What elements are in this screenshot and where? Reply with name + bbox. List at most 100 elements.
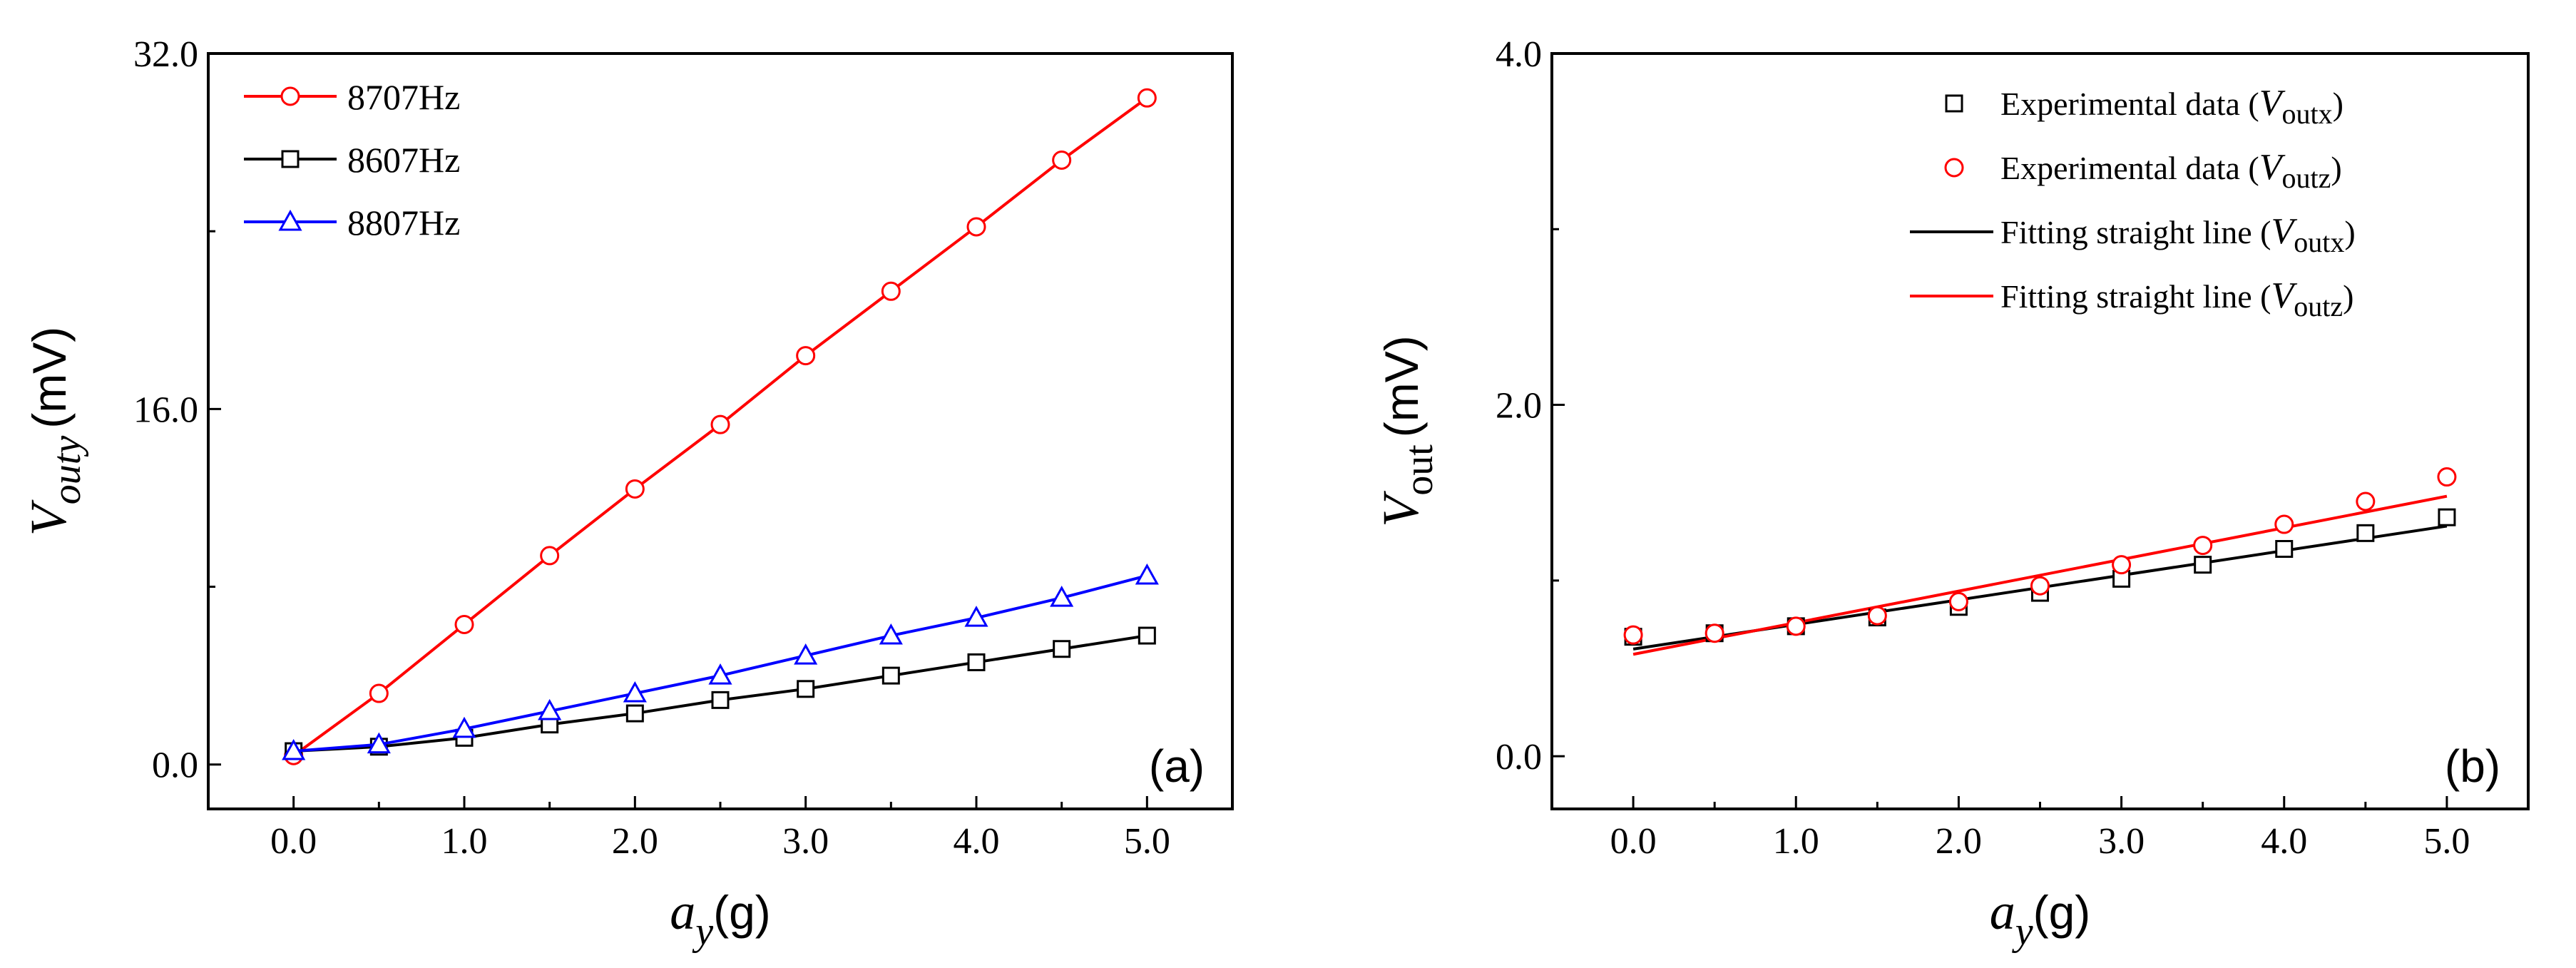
y-axis-subscript-b: out bbox=[1397, 444, 1441, 496]
data-point bbox=[623, 681, 647, 703]
data-point bbox=[964, 606, 988, 627]
data-point bbox=[1138, 626, 1156, 645]
data-point bbox=[454, 614, 474, 634]
y-axis-title-b: Vout (mV) bbox=[1372, 335, 1441, 527]
series-line bbox=[293, 574, 1148, 753]
data-point bbox=[1704, 623, 1724, 643]
data-point bbox=[2275, 540, 2294, 559]
chart-panel-b: 0.0 1.0 2.0 3.0 4.0 5.0 0.0 2.0 4.0 Experimental… bbox=[1372, 34, 2530, 954]
x-tick-label-b: 1.0 bbox=[1773, 821, 1819, 862]
legend-label: Fitting straight line (Voutx) bbox=[2000, 211, 2356, 258]
legend-label: Experimental data (Voutz) bbox=[2000, 147, 2342, 194]
data-point bbox=[625, 704, 644, 723]
legend-label: 8707Hz bbox=[347, 77, 460, 117]
y-axis-symbol-a: V bbox=[20, 499, 77, 536]
x-tick-label-b: 4.0 bbox=[2261, 821, 2307, 862]
y-axis-subscript-a: outy bbox=[45, 436, 89, 505]
data-point bbox=[797, 680, 815, 698]
data-point bbox=[2437, 467, 2457, 487]
x-axis-title-a: ay(g) bbox=[670, 883, 771, 954]
y-tick-label-a: 16.0 bbox=[133, 389, 198, 430]
data-point bbox=[1623, 625, 1643, 645]
panel-label-a: (a) bbox=[1149, 740, 1205, 792]
data-point bbox=[2112, 555, 2132, 575]
data-point bbox=[282, 738, 306, 760]
x-axis-subscript-b: y bbox=[2012, 910, 2033, 954]
x-axis-unit-b: (g) bbox=[2033, 886, 2091, 939]
y-axis-unit-a: (mV) bbox=[23, 327, 76, 429]
x-tick-label-b: 5.0 bbox=[2423, 821, 2470, 862]
data-point bbox=[369, 683, 389, 703]
legend-label: Fitting straight line (Voutz) bbox=[2000, 275, 2353, 322]
fit-line bbox=[1632, 494, 2448, 656]
data-point bbox=[881, 666, 900, 685]
data-point bbox=[2356, 491, 2376, 511]
legend-marker bbox=[280, 86, 300, 106]
data-point bbox=[1867, 606, 1887, 626]
data-point bbox=[1053, 640, 1071, 658]
series-a bbox=[282, 88, 1159, 765]
x-tick-label-a: 5.0 bbox=[1124, 821, 1170, 862]
x-tick-label-b: 3.0 bbox=[2098, 821, 2145, 862]
y-tick-label-b: 4.0 bbox=[1496, 34, 1542, 75]
data-point bbox=[2438, 508, 2456, 526]
x-axis-unit-a: (g) bbox=[713, 886, 771, 939]
data-point bbox=[367, 732, 391, 754]
ticks-b: 0.0 1.0 2.0 3.0 4.0 5.0 0.0 2.0 4.0 bbox=[1496, 34, 2530, 862]
legend-label: Experimental data (Voutx) bbox=[2000, 83, 2344, 130]
data-point bbox=[538, 698, 562, 720]
legend-label: 8807Hz bbox=[347, 203, 460, 243]
y-axis-unit-b: (mV) bbox=[1375, 335, 1428, 437]
data-point bbox=[794, 643, 818, 665]
data-point bbox=[796, 346, 816, 366]
chart-panel-a: 0.0 1.0 2.0 3.0 4.0 5.0 0.0 16.0 32.0 8707Hz 8607… bbox=[20, 34, 1234, 954]
data-point bbox=[1786, 616, 1806, 636]
data-point bbox=[1052, 151, 1072, 170]
data-point bbox=[967, 653, 986, 671]
ticks-a: 0.0 1.0 2.0 3.0 4.0 5.0 0.0 16.0 32.0 bbox=[133, 34, 1234, 862]
x-tick-label-a: 2.0 bbox=[612, 821, 658, 862]
legend-marker bbox=[1945, 94, 1963, 113]
panel-label-b: (b) bbox=[2445, 740, 2500, 792]
y-tick-label-a: 32.0 bbox=[133, 34, 198, 75]
data-point bbox=[2193, 536, 2213, 556]
x-axis-title-b: ay(g) bbox=[1990, 883, 2091, 954]
x-tick-label-a: 0.0 bbox=[270, 821, 317, 862]
legend-label: 8607Hz bbox=[347, 140, 460, 180]
data-point bbox=[625, 479, 645, 499]
x-axis-symbol-a: a bbox=[670, 883, 695, 940]
data-point bbox=[966, 217, 986, 237]
x-tick-label-a: 1.0 bbox=[441, 821, 488, 862]
y-tick-label-a: 0.0 bbox=[152, 745, 198, 786]
data-point bbox=[2274, 514, 2294, 534]
data-point bbox=[452, 716, 476, 738]
legend-b: Experimental data (Voutx) Experimental da… bbox=[1910, 83, 2356, 322]
legend-marker bbox=[281, 150, 300, 168]
x-tick-label-a: 3.0 bbox=[782, 821, 829, 862]
data-point bbox=[1948, 591, 1968, 611]
series-b bbox=[1623, 467, 2457, 656]
x-tick-label-a: 4.0 bbox=[954, 821, 1000, 862]
y-tick-label-b: 0.0 bbox=[1496, 737, 1542, 778]
x-axis-subscript-a: y bbox=[692, 910, 713, 954]
x-axis-symbol-b: a bbox=[1990, 883, 2015, 940]
data-point bbox=[710, 414, 730, 434]
data-point bbox=[540, 546, 560, 566]
y-axis-title-a: Vouty (mV) bbox=[20, 327, 89, 536]
x-tick-label-b: 0.0 bbox=[1610, 821, 1657, 862]
data-point bbox=[711, 691, 730, 709]
data-point bbox=[2194, 556, 2212, 574]
data-point bbox=[2030, 576, 2050, 596]
x-tick-label-b: 2.0 bbox=[1936, 821, 1982, 862]
data-point bbox=[1137, 88, 1157, 108]
data-point bbox=[2356, 524, 2375, 542]
data-point bbox=[1135, 563, 1159, 585]
data-point bbox=[881, 281, 901, 301]
data-point bbox=[1050, 586, 1074, 607]
data-point bbox=[879, 623, 903, 645]
legend-marker bbox=[278, 209, 302, 231]
y-tick-label-b: 2.0 bbox=[1496, 386, 1542, 427]
data-point bbox=[708, 663, 732, 685]
legend-a: 8707Hz 8607Hz 8807Hz bbox=[244, 77, 460, 243]
